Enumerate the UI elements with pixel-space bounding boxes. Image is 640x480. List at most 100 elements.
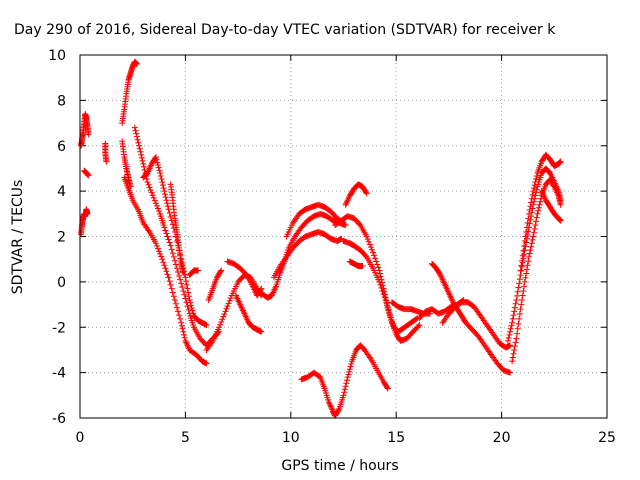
data-point [356, 221, 363, 228]
data-point [382, 297, 389, 304]
data-point [533, 173, 540, 179]
data-point [219, 316, 226, 323]
y-tick-label: 8 [57, 93, 66, 109]
x-axis-label: GPS time / hours [281, 458, 398, 474]
data-point [526, 207, 533, 214]
data-point [178, 322, 185, 329]
data-point [187, 299, 194, 306]
data-point [146, 184, 153, 191]
data-point [380, 290, 387, 297]
data-point [154, 205, 161, 212]
data-point [167, 213, 174, 220]
data-point [140, 160, 147, 167]
data-point [184, 303, 191, 310]
data-point [154, 245, 161, 252]
data-point [218, 318, 225, 325]
data-point [520, 247, 527, 254]
data-track [224, 258, 265, 299]
data-track [346, 258, 366, 269]
data-point [514, 330, 521, 337]
data-point [363, 233, 370, 240]
data-point [152, 200, 159, 207]
data-point [203, 321, 210, 328]
data-track [258, 210, 349, 301]
data-point [258, 328, 265, 335]
data-point [509, 319, 516, 326]
data-track [205, 267, 225, 304]
data-point [531, 182, 538, 189]
data-point [367, 244, 374, 251]
data-point [222, 308, 229, 315]
data-point [148, 189, 155, 196]
data-point [168, 285, 175, 292]
data-point [147, 186, 154, 193]
data-point [221, 311, 228, 318]
data-point [153, 156, 160, 163]
data-point [161, 188, 168, 195]
data-point [168, 246, 175, 253]
data-point [144, 179, 151, 186]
data-point [164, 203, 171, 210]
data-point [172, 261, 179, 268]
y-tick-label: 2 [57, 230, 66, 246]
data-point [164, 271, 171, 278]
data-point [185, 293, 192, 300]
data-point [530, 229, 537, 236]
data-point [513, 297, 520, 304]
data-point [156, 208, 163, 215]
data-point [160, 259, 167, 266]
data-point [364, 236, 371, 243]
y-tick-label: 6 [57, 139, 66, 155]
data-track [167, 181, 187, 276]
data-track [232, 292, 265, 335]
data-point [528, 243, 535, 250]
data-point [188, 302, 195, 309]
data-point [381, 294, 388, 300]
data-track [439, 299, 514, 351]
data-point [162, 194, 169, 201]
data-point [216, 324, 223, 331]
data-point [510, 312, 517, 319]
data-point [134, 136, 141, 143]
data-point [377, 270, 384, 277]
data-point [84, 210, 91, 217]
x-tick-label: 10 [282, 430, 300, 446]
data-point [359, 262, 366, 269]
data-point [175, 269, 182, 276]
data-point [178, 319, 185, 326]
data-point [518, 297, 525, 304]
data-point [162, 265, 169, 272]
data-point [165, 236, 172, 243]
data-point [257, 286, 264, 293]
data-point [532, 192, 539, 199]
data-point [533, 218, 540, 225]
data-point [166, 278, 173, 285]
data-point [342, 383, 349, 390]
data-point [161, 224, 168, 231]
y-tick-label: -4 [52, 366, 66, 382]
data-point [379, 287, 386, 294]
data-point [160, 185, 167, 192]
x-tick-label: 25 [598, 430, 616, 446]
data-point [85, 131, 92, 138]
data-point [514, 325, 521, 332]
data-point [159, 179, 166, 186]
data-point [557, 201, 564, 208]
data-point [223, 305, 230, 312]
data-point [164, 233, 171, 240]
data-point [366, 241, 373, 248]
data-point [518, 301, 525, 308]
data-track [388, 299, 433, 317]
data-point [368, 246, 375, 253]
data-point [133, 133, 140, 140]
data-point [173, 304, 180, 311]
data-point [521, 247, 528, 254]
data-point [242, 270, 249, 277]
data-point [157, 169, 164, 176]
data-point [524, 262, 531, 269]
data-track [298, 342, 391, 419]
data-point [180, 287, 187, 294]
data-point [165, 274, 172, 281]
data-point [85, 172, 92, 179]
data-point [163, 197, 170, 204]
